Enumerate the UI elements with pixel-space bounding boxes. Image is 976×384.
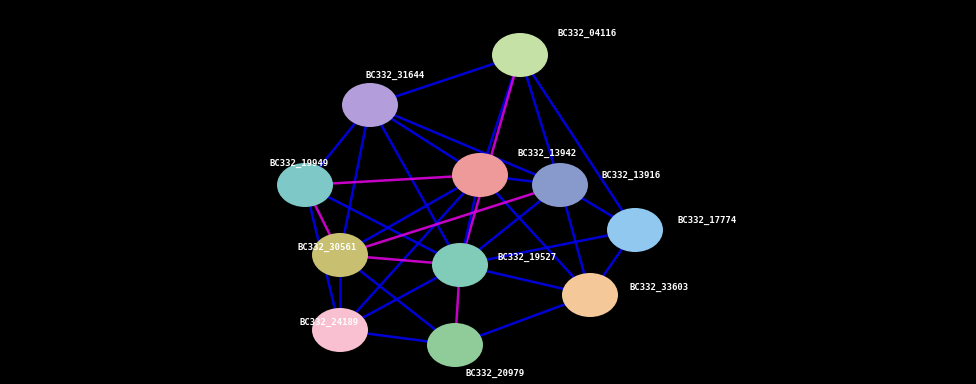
Ellipse shape (492, 33, 548, 77)
Text: BC332_13916: BC332_13916 (602, 170, 661, 180)
Text: BC332_04116: BC332_04116 (558, 28, 617, 38)
Ellipse shape (432, 243, 488, 287)
Text: BC332_19949: BC332_19949 (270, 159, 329, 167)
Text: BC332_30561: BC332_30561 (298, 242, 357, 252)
Ellipse shape (277, 163, 333, 207)
Ellipse shape (312, 233, 368, 277)
Text: BC332_19527: BC332_19527 (498, 252, 557, 262)
Text: BC332_20979: BC332_20979 (465, 368, 524, 377)
Text: BC332_24189: BC332_24189 (300, 318, 359, 326)
Ellipse shape (607, 208, 663, 252)
Text: BC332_17774: BC332_17774 (677, 215, 736, 225)
Text: BC332_33603: BC332_33603 (630, 283, 689, 291)
Ellipse shape (532, 163, 588, 207)
Ellipse shape (312, 308, 368, 352)
Ellipse shape (427, 323, 483, 367)
Ellipse shape (342, 83, 398, 127)
Ellipse shape (452, 153, 508, 197)
Text: BC332_13942: BC332_13942 (518, 149, 577, 157)
Text: BC332_31644: BC332_31644 (365, 70, 425, 79)
Ellipse shape (562, 273, 618, 317)
